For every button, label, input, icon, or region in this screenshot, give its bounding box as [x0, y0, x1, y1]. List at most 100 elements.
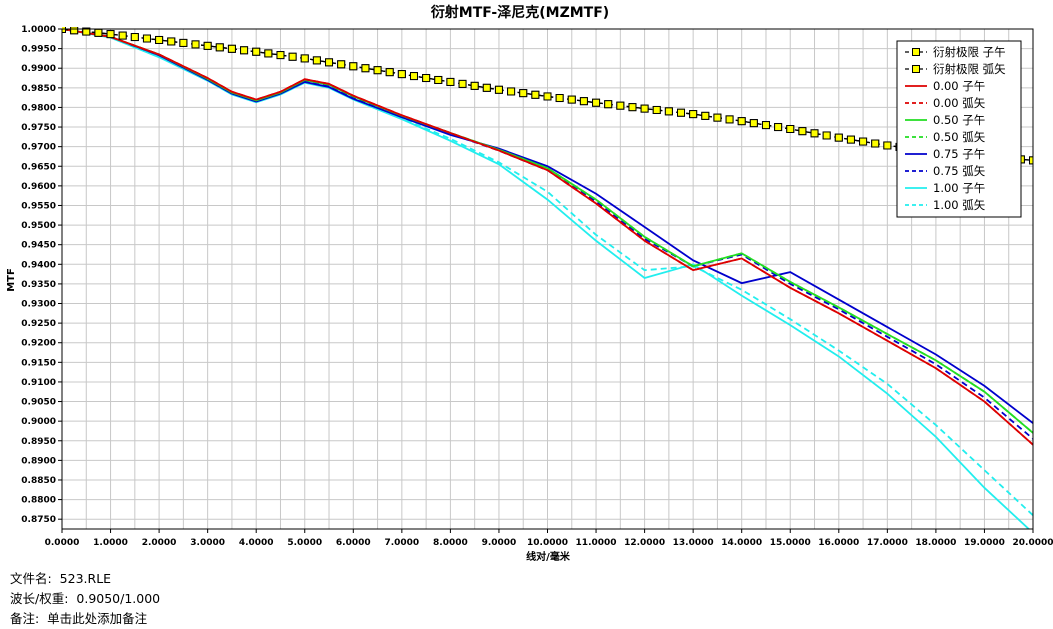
grid	[61, 28, 1034, 529]
legend-label: 0.75 子午	[933, 147, 985, 161]
series-marker	[130, 33, 139, 42]
y-tick-label: 0.8750	[21, 515, 56, 525]
series-marker	[325, 58, 334, 67]
series-marker	[701, 111, 710, 120]
y-tick-label: 0.9400	[21, 260, 56, 270]
series-marker	[677, 108, 686, 117]
series-marker	[349, 62, 358, 71]
series-marker	[494, 85, 503, 94]
y-tick-label: 0.9500	[21, 221, 56, 231]
legend-label: 衍射极限 弧矢	[933, 62, 1006, 76]
y-tick-label: 0.9850	[21, 84, 56, 94]
x-axis-label: 线对/毫米	[526, 550, 571, 563]
series-marker	[264, 49, 273, 58]
series-marker	[106, 30, 115, 39]
y-tick-label: 0.9050	[21, 398, 56, 408]
series-marker	[434, 75, 443, 84]
series-marker	[82, 27, 91, 36]
x-tick-label: 17.0000	[867, 538, 908, 548]
axes: 0.0000 1.0000 2.0000 3.0000 4.0000 5.0000 6.00…	[21, 25, 1053, 548]
y-tick-label: 0.9950	[21, 45, 56, 55]
series-marker	[179, 38, 188, 47]
series-marker	[300, 54, 309, 63]
series-marker	[373, 66, 382, 75]
series-marker	[276, 51, 285, 60]
x-tick-label: 19.0000	[964, 538, 1005, 548]
x-tick-label: 4.0000	[239, 538, 274, 548]
y-tick-label: 0.8800	[21, 496, 56, 506]
x-tick-label: 6.0000	[336, 538, 371, 548]
series-marker	[422, 74, 431, 83]
y-tick-label: 0.9900	[21, 64, 56, 74]
x-tick-label: 2.0000	[142, 538, 177, 548]
y-tick-label: 0.9200	[21, 339, 56, 349]
series-marker	[640, 104, 649, 113]
series-marker	[446, 77, 455, 86]
series-marker	[167, 37, 176, 46]
legend-label: 0.50 弧矢	[933, 130, 986, 144]
legend-label: 衍射极限 子午	[933, 45, 1006, 59]
y-tick-label: 0.9700	[21, 143, 56, 153]
x-tick-label: 20.0000	[1013, 538, 1053, 548]
series-line-000-子午	[62, 28, 1033, 446]
footer-filename: 文件名: 523.RLE	[10, 568, 111, 587]
series-marker	[749, 119, 758, 128]
note-value[interactable]: 单击此处添加备注	[47, 611, 148, 626]
y-tick-label: 0.8900	[21, 456, 56, 466]
series-marker	[579, 97, 588, 106]
y-tick-label: 0.9550	[21, 201, 56, 211]
series-line-100-弧矢	[62, 28, 1033, 516]
series-marker	[822, 131, 831, 140]
x-tick-label: 14.0000	[721, 538, 762, 548]
y-axis-label: MTF	[6, 268, 17, 292]
series-marker	[543, 92, 552, 101]
x-tick-label: 3.0000	[190, 538, 225, 548]
series-marker	[470, 81, 479, 90]
series-marker	[70, 27, 79, 35]
series-marker	[774, 123, 783, 132]
series-marker	[288, 52, 297, 61]
series-marker	[592, 98, 601, 107]
series-marker	[567, 95, 576, 104]
legend-label: 0.50 子午	[933, 113, 985, 127]
footer-note[interactable]: 备注: 单击此处添加备注	[10, 608, 147, 627]
y-tick-label: 0.9350	[21, 280, 56, 290]
legend-label: 0.75 弧矢	[933, 164, 986, 178]
series-marker	[737, 117, 746, 126]
series-marker	[616, 101, 625, 110]
y-tick-label: 0.9600	[21, 182, 56, 192]
legend-label: 0.00 子午	[933, 79, 985, 93]
series-marker	[713, 113, 722, 122]
series-marker	[786, 125, 795, 133]
series-marker	[1029, 156, 1033, 165]
series-marker	[312, 56, 321, 65]
legend-label: 0.00 弧矢	[933, 96, 986, 110]
footer-wavelength: 波长/权重: 0.9050/1.000	[10, 588, 160, 607]
legend-label: 1.00 弧矢	[933, 198, 986, 212]
series-marker	[725, 115, 734, 124]
series-marker	[834, 133, 843, 142]
series-marker	[227, 44, 236, 53]
y-tick-label: 0.8850	[21, 476, 56, 486]
series-marker	[142, 34, 151, 43]
x-tick-label: 0.0000	[45, 538, 80, 548]
y-tick-label: 0.9800	[21, 103, 56, 113]
series-marker	[664, 107, 673, 116]
series-marker	[203, 41, 212, 50]
series-marker	[798, 127, 807, 136]
series-marker	[458, 79, 467, 88]
series-marker	[604, 100, 613, 109]
x-tick-label: 16.0000	[818, 538, 859, 548]
series-marker	[215, 43, 224, 52]
series-marker	[385, 68, 394, 77]
series-marker	[397, 70, 406, 79]
series-marker	[252, 47, 261, 56]
x-tick-label: 8.0000	[433, 538, 468, 548]
series-marker	[94, 28, 103, 37]
series-marker	[652, 105, 661, 114]
series-marker	[531, 90, 540, 99]
series-marker	[155, 35, 164, 44]
series-marker	[859, 137, 868, 146]
series-marker	[507, 87, 516, 96]
